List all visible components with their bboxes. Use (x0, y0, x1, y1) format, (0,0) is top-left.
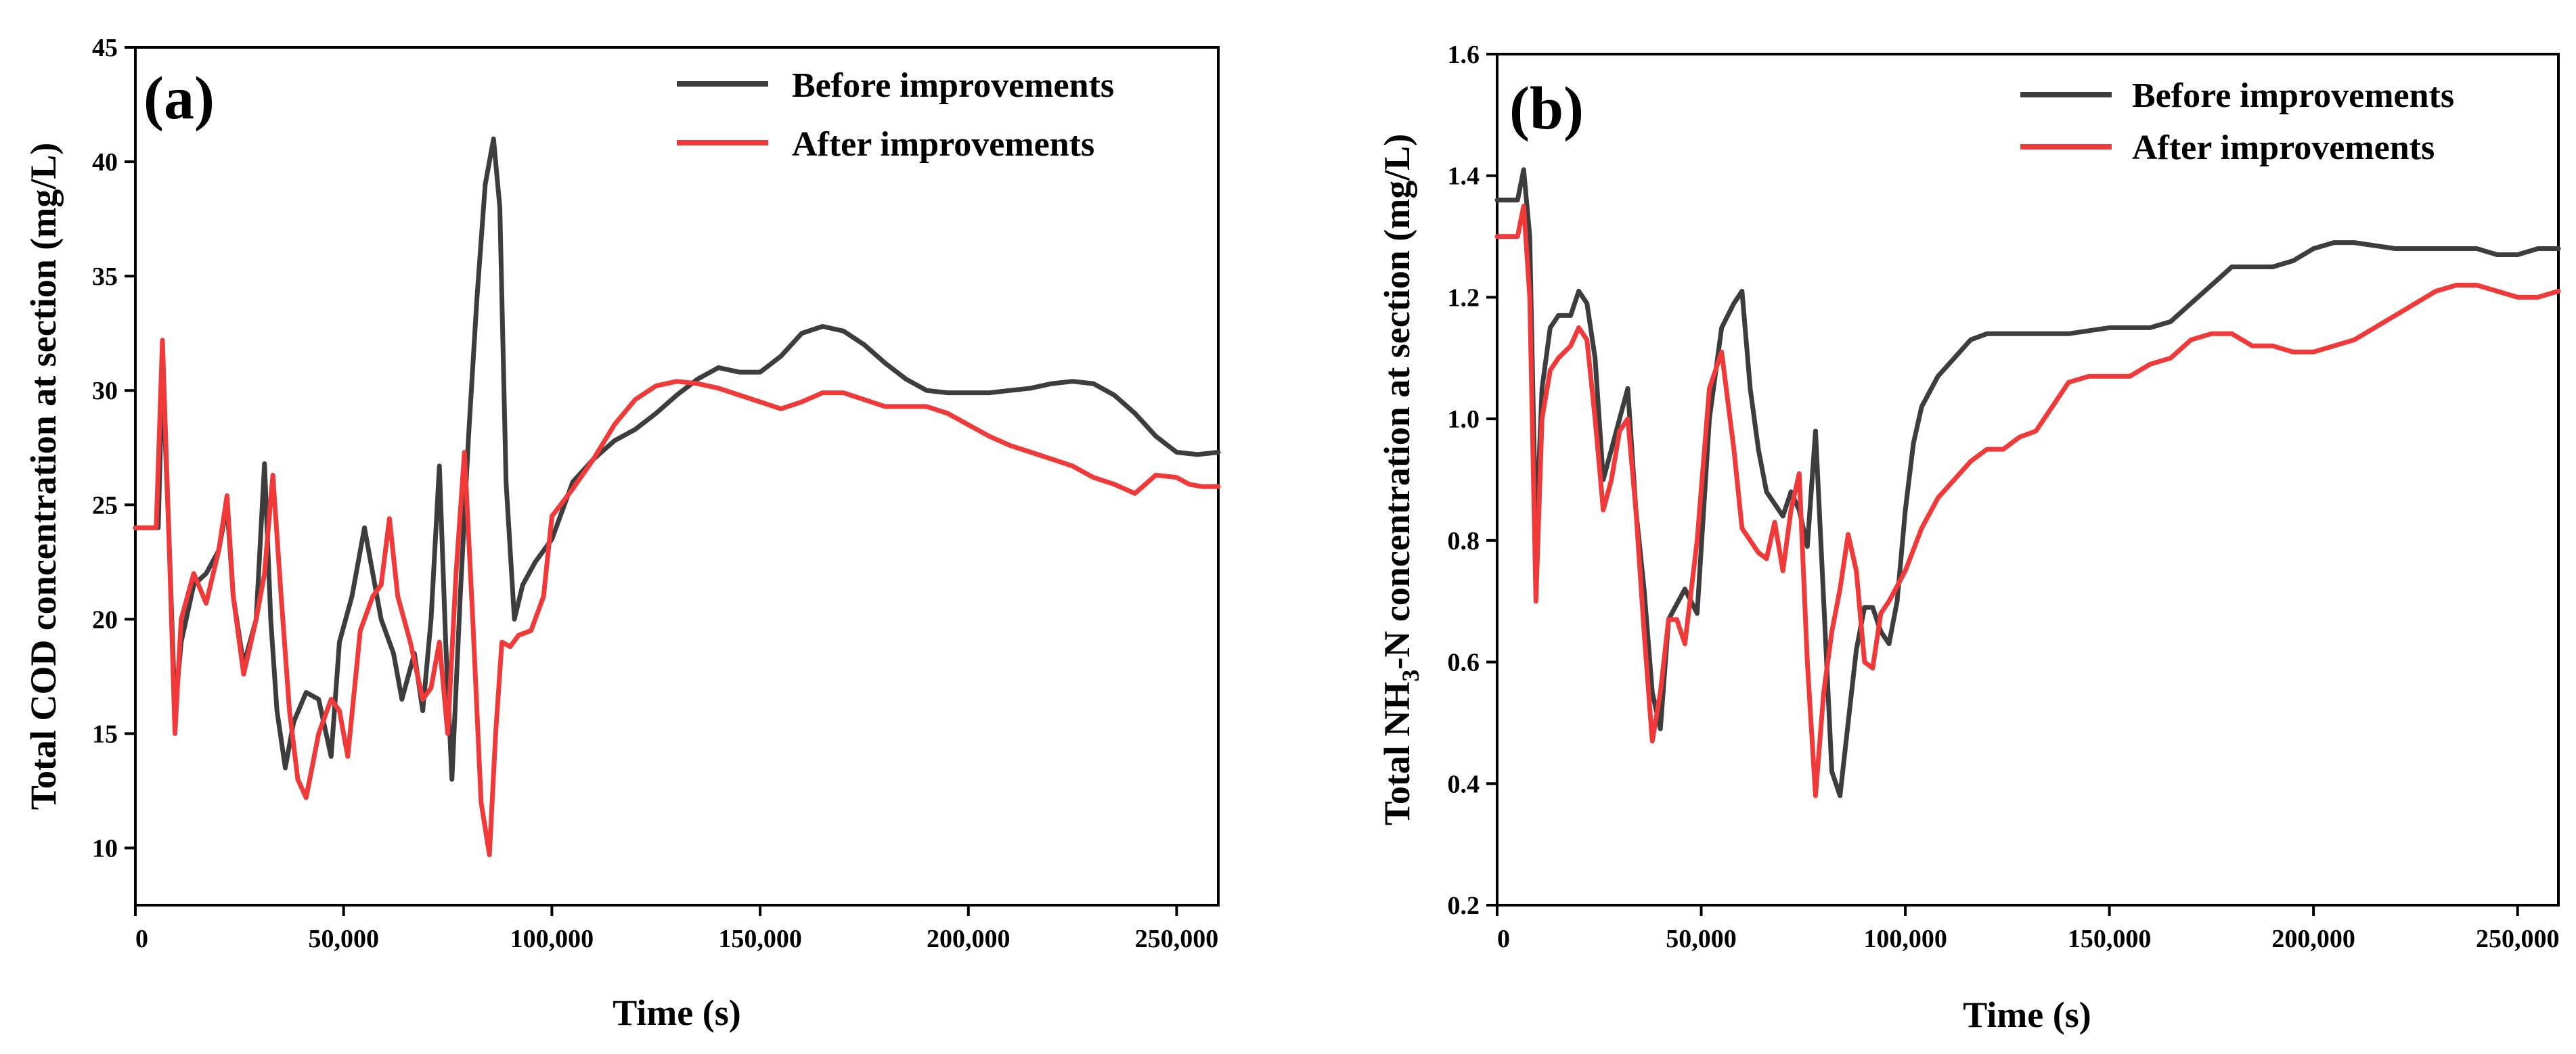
chart-b-ylabel-main: Total NH (1377, 682, 1417, 826)
chart-a-xlabel: Time (s) (613, 992, 740, 1033)
chart-b-xtick-label: 0 (1497, 925, 1510, 953)
chart-b-ytick-label: 1.4 (1448, 162, 1480, 191)
chart-a-xtick-label: 100,000 (510, 925, 594, 953)
chart-b-series-before (1494, 167, 2561, 798)
chart-b-lines (1494, 167, 2561, 798)
chart-a-ytick-label: 40 (92, 148, 118, 177)
chart-b-ylabel-sub: 3 (1397, 670, 1424, 682)
chart-b-legend-after: After improvements (2132, 129, 2435, 167)
chart-b-ytick-label: 1.0 (1448, 405, 1480, 434)
chart-b-xtick-label: 50,000 (1666, 925, 1737, 953)
chart-a-legend-after: After improvements (792, 125, 1094, 164)
chart-a-ytick-label: 30 (92, 377, 118, 405)
chart-a-lines (133, 136, 1221, 858)
chart-a-xtick-label: 50,000 (308, 925, 379, 953)
chart-a-series-after (133, 338, 1221, 858)
chart-b-ytick-label: 0.2 (1448, 892, 1480, 920)
chart-b-legend: Before improvements After improvements (2020, 76, 2454, 167)
chart-a: (a) Time (s) Total COD concentration at … (23, 34, 1221, 1033)
chart-b: (b) Time (s) Total NH3-N concentration a… (1377, 41, 2561, 1035)
chart-b-xtick-label: 150,000 (2068, 925, 2152, 953)
chart-b-ytick-label: 0.4 (1448, 770, 1480, 798)
chart-b-ytick-label: 1.6 (1448, 41, 1480, 69)
chart-b-ylabel-rest: -N concentration at section (mg/L) (1377, 134, 1417, 670)
chart-a-xtick-label: 250,000 (1135, 925, 1219, 953)
chart-b-legend-before: Before improvements (2132, 76, 2454, 115)
chart-b-xlabel: Time (s) (1963, 994, 2091, 1035)
chart-a-ytick-label: 15 (92, 720, 118, 748)
chart-a-panel-label: (a) (143, 65, 215, 132)
chart-b-ytick-label: 0.8 (1448, 527, 1480, 555)
chart-a-ticks: 0 50,000 100,000 150,000 200,000 250,000 10 15 2… (92, 34, 1218, 953)
chart-a-frame (134, 46, 1220, 907)
chart-a-legend-before: Before improvements (792, 66, 1114, 105)
chart-a-ytick-label: 35 (92, 262, 118, 291)
chart-b-ytick-label: 1.2 (1448, 283, 1480, 312)
chart-a-ylabel: Total COD concentration at section (mg/L… (23, 143, 64, 810)
chart-a-ytick-label: 20 (92, 605, 118, 634)
chart-a-xtick-label: 200,000 (927, 925, 1011, 953)
chart-a-legend: Before improvements After improvements (677, 66, 1114, 164)
chart-a-series-before (133, 136, 1221, 782)
chart-b-xtick-label: 250,000 (2476, 925, 2560, 953)
chart-b-ylabel: Total NH3-N concentration at section (mg… (1377, 134, 1424, 825)
chart-b-frame (1496, 53, 2560, 907)
chart-a-ytick-label: 45 (92, 34, 118, 62)
chart-b-ytick-label: 0.6 (1448, 649, 1480, 677)
chart-b-series-after (1494, 204, 2561, 798)
chart-a-ytick-label: 25 (92, 491, 118, 520)
chart-b-xtick-label: 100,000 (1863, 925, 1947, 953)
chart-b-xtick-label: 200,000 (2271, 925, 2355, 953)
chart-b-ticks: 0 50,000 100,000 150,000 200,000 250,000 0.2 0.… (1448, 41, 2560, 953)
chart-a-xtick-label: 150,000 (718, 925, 802, 953)
chart-b-panel-label: (b) (1509, 75, 1584, 142)
chart-a-xtick-label: 0 (135, 925, 148, 953)
chart-a-ytick-label: 10 (92, 834, 118, 863)
